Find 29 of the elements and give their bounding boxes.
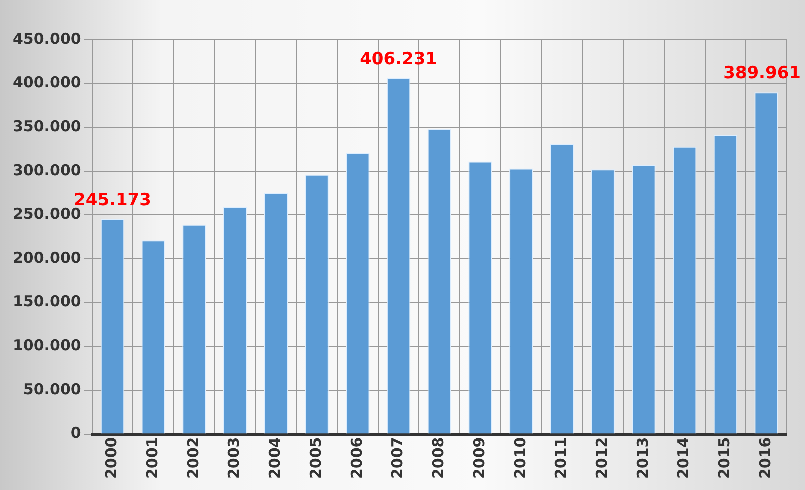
x-tick-label: 2014 [674,437,693,479]
x-tick-label: 2013 [634,437,652,479]
y-tick-label: 0 [70,424,82,442]
x-tick-label: 2003 [225,437,244,479]
x-tick-label: 2010 [511,437,530,479]
y-tick-label: 100.000 [12,336,82,355]
x-tick-label: 2001 [144,437,162,479]
x-tick-label: 2008 [430,437,448,479]
x-tick-label: 2009 [470,437,488,479]
x-tick-label: 2000 [102,437,121,479]
y-tick-label: 350.000 [12,118,82,136]
y-tick-label: 250.000 [12,205,82,224]
x-tick-label: 2004 [266,437,284,479]
y-tick-label: 400.000 [12,74,82,92]
x-tick-label: 2012 [593,437,612,479]
y-tick-label: 300.000 [12,161,82,180]
data-label: 406.231 [360,49,438,70]
x-tick-label: 2015 [716,437,734,479]
x-tick-label: 2011 [552,437,570,479]
data-label: 389.961 [724,64,802,84]
x-tick-label: 2006 [348,437,366,479]
y-tick-label: 200.000 [12,248,82,267]
x-tick-label: 2002 [184,437,202,479]
y-tick-label: 450.000 [12,30,82,48]
x-tick-label: 2005 [306,437,325,479]
y-tick-label: 150.000 [12,292,82,311]
y-tick-label: 50.000 [23,380,82,398]
x-tick-label: 2007 [388,437,407,479]
x-tick-label: 2016 [756,437,774,479]
